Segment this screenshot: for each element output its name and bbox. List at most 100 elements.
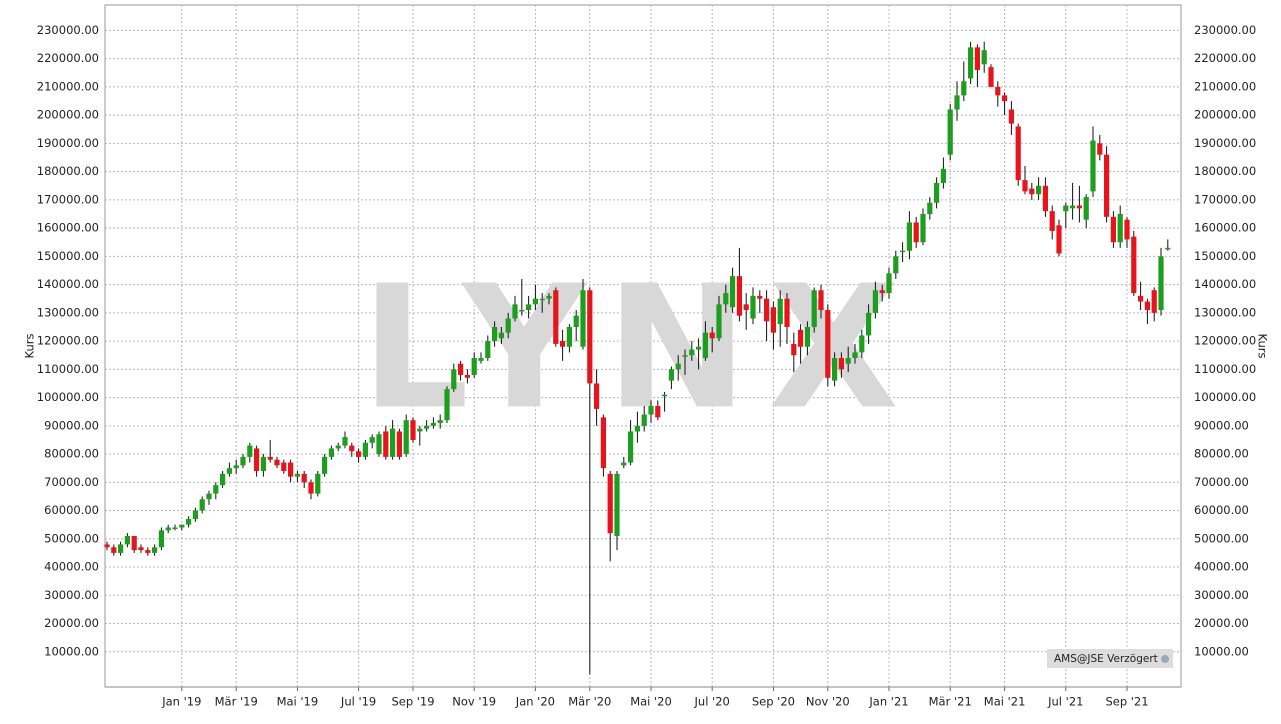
- candle-body: [322, 456, 328, 474]
- candle-body: [859, 335, 865, 353]
- candle-body: [594, 383, 600, 409]
- candle-body: [213, 485, 219, 494]
- candle-body: [961, 81, 967, 96]
- x-tick-label: Mai '20: [630, 695, 672, 709]
- y2-axis-label: Kurs: [1256, 334, 1270, 359]
- y-tick-label: 130000.00: [37, 305, 99, 319]
- y-tick-label: 30000.00: [44, 588, 99, 602]
- y-tick-label: 140000.00: [37, 277, 99, 291]
- y-tick-label: 190000.00: [37, 136, 99, 150]
- candle-body: [906, 222, 912, 251]
- candle-body: [560, 341, 566, 347]
- candle-body: [505, 318, 511, 333]
- candle-body: [736, 276, 742, 316]
- y2-tick-label: 10000.00: [1194, 644, 1249, 658]
- x-tick-label: Jan '20: [515, 695, 555, 709]
- candle-body: [281, 462, 287, 472]
- candle-body: [403, 420, 409, 455]
- candle-body: [376, 434, 382, 455]
- y-tick-label: 100000.00: [37, 390, 99, 404]
- candle-body: [743, 304, 749, 311]
- candle-body: [111, 547, 117, 553]
- candle-body: [519, 310, 525, 312]
- candle-body: [390, 428, 396, 457]
- candle-body: [226, 468, 232, 474]
- candle-body: [267, 456, 273, 460]
- candle-body: [328, 448, 334, 457]
- candle-body: [1144, 301, 1150, 311]
- y2-tick-label: 170000.00: [1194, 192, 1256, 206]
- x-tick-label: Sep '20: [752, 695, 795, 709]
- candle-body: [573, 315, 579, 327]
- candle-body: [1008, 109, 1014, 124]
- candle-body: [893, 256, 899, 274]
- candle-body: [240, 456, 246, 466]
- candle-body: [641, 414, 647, 426]
- candle-body: [512, 304, 518, 319]
- y-tick-label: 180000.00: [37, 164, 99, 178]
- candle-body: [220, 473, 226, 486]
- x-tick-label: Mär '21: [929, 695, 972, 709]
- y2-tick-label: 120000.00: [1194, 334, 1256, 348]
- x-tick-label: Jan '19: [161, 695, 201, 709]
- candle-body: [1104, 154, 1110, 217]
- candle-body: [498, 332, 504, 339]
- candle-body: [1083, 197, 1089, 220]
- candle-body: [444, 389, 450, 421]
- candle-body: [838, 358, 844, 370]
- candle-body: [437, 420, 443, 423]
- candle-body: [1029, 188, 1035, 195]
- y2-tick-label: 100000.00: [1194, 390, 1256, 404]
- x-tick-label: Nov '20: [806, 695, 850, 709]
- candle-body: [492, 326, 498, 342]
- y2-tick-label: 50000.00: [1194, 531, 1249, 545]
- candle-body: [777, 298, 783, 325]
- candle-body: [1042, 185, 1048, 212]
- candle-body: [192, 510, 198, 520]
- candle-body: [825, 310, 831, 378]
- candle-body: [675, 363, 681, 370]
- candle-body: [165, 527, 171, 531]
- candle-body: [1002, 95, 1008, 102]
- candle-body: [791, 343, 797, 356]
- candle-body: [458, 363, 464, 375]
- candle-body: [981, 50, 987, 65]
- candle-body: [1138, 295, 1144, 302]
- candle-body: [1090, 140, 1096, 192]
- candle-body: [362, 442, 368, 457]
- candle-body: [1063, 205, 1069, 212]
- y2-tick-label: 60000.00: [1194, 503, 1249, 517]
- candle-body: [172, 527, 178, 529]
- candle-body: [233, 465, 239, 469]
- candle-body: [485, 341, 491, 359]
- candle-body: [410, 420, 416, 440]
- candle-body: [1158, 256, 1164, 311]
- y2-tick-label: 110000.00: [1194, 362, 1256, 376]
- candle-body: [471, 358, 477, 375]
- candle-body: [988, 67, 994, 87]
- candle-body: [634, 425, 640, 432]
- y-tick-label: 110000.00: [37, 362, 99, 376]
- candle-body: [566, 326, 572, 347]
- candle-body: [832, 358, 838, 381]
- candle-body: [1131, 236, 1137, 294]
- candle-body: [764, 298, 770, 322]
- y-tick-label: 120000.00: [37, 334, 99, 348]
- candle-body: [152, 547, 158, 553]
- source-box: [1047, 649, 1173, 668]
- candle-body: [199, 499, 205, 511]
- y-tick-label: 70000.00: [44, 475, 99, 489]
- candle-body: [927, 202, 933, 214]
- candle-body: [872, 290, 878, 313]
- candle-body: [954, 95, 960, 110]
- y-tick-label: 90000.00: [44, 418, 99, 432]
- candle-body: [1056, 225, 1062, 254]
- candle-body: [757, 295, 763, 299]
- x-tick-label: Mai '21: [984, 695, 1026, 709]
- y2-tick-label: 220000.00: [1194, 51, 1256, 65]
- candle-body: [451, 369, 457, 390]
- candle-body: [716, 304, 722, 339]
- candle-body: [383, 431, 389, 457]
- candle-body: [546, 295, 552, 299]
- candle-body: [600, 417, 606, 469]
